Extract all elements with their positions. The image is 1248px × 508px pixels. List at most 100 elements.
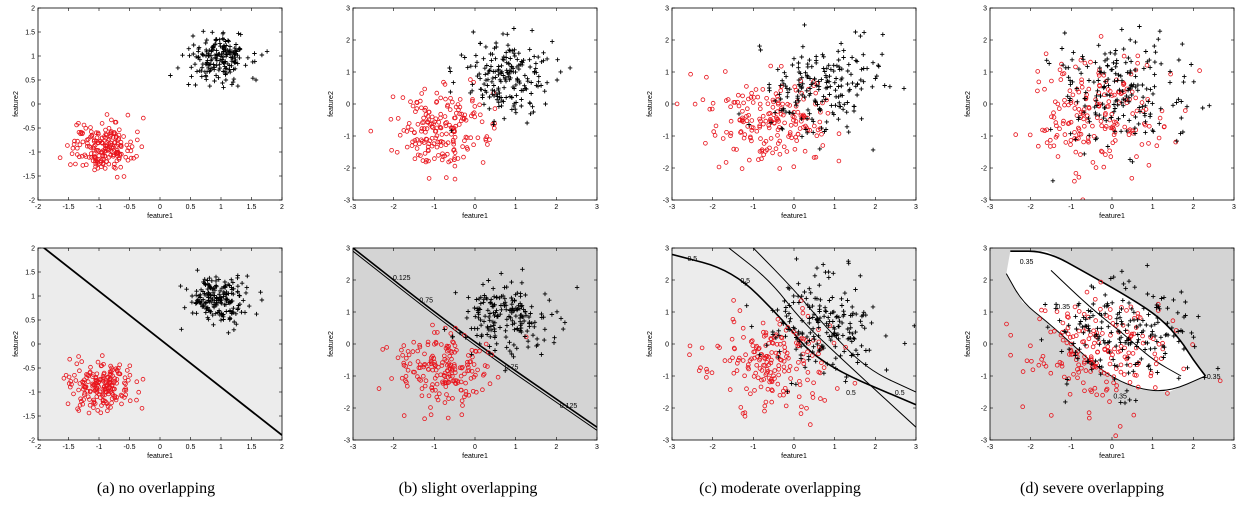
- data-point: [859, 86, 864, 92]
- data-point: [1156, 37, 1161, 42]
- data-point: [1013, 132, 1018, 137]
- data-point: [1129, 176, 1135, 181]
- data-point: [795, 336, 800, 342]
- data-point: [1036, 143, 1041, 149]
- data-point: [98, 410, 104, 416]
- data-point: [805, 377, 810, 383]
- data-point: [841, 309, 846, 314]
- data-point: [1176, 97, 1181, 102]
- data-point: [768, 360, 774, 366]
- data-point: [1105, 144, 1110, 149]
- series-crosses: [736, 22, 907, 153]
- data-point: [1107, 361, 1113, 367]
- data-point: [221, 294, 226, 299]
- data-point: [235, 289, 240, 295]
- data-point: [408, 99, 413, 104]
- data-point: [198, 295, 203, 300]
- data-point: [1153, 385, 1158, 390]
- data-point: [805, 64, 810, 70]
- data-point: [1181, 346, 1187, 352]
- data-point: [104, 140, 110, 145]
- data-point: [1093, 97, 1098, 102]
- data-point: [782, 385, 788, 391]
- data-point: [1076, 115, 1082, 120]
- data-point: [1043, 302, 1048, 307]
- data-point: [794, 340, 799, 346]
- data-point: [507, 348, 513, 354]
- series-crosses: [168, 29, 270, 90]
- data-point: [1076, 107, 1082, 112]
- data-point: [798, 352, 804, 358]
- data-point: [217, 309, 222, 315]
- data-point: [84, 137, 90, 143]
- data-point: [816, 333, 821, 338]
- data-point: [787, 364, 793, 369]
- data-point: [514, 346, 519, 351]
- data-point: [1130, 111, 1135, 116]
- data-point: [470, 354, 475, 360]
- data-point: [487, 137, 492, 143]
- data-point: [191, 42, 196, 48]
- data-point: [1079, 77, 1084, 83]
- data-point: [1044, 58, 1049, 63]
- data-point: [785, 327, 791, 332]
- x-tick-label: -2: [1028, 204, 1034, 211]
- data-point: [204, 49, 209, 54]
- x-tick-label: 3: [595, 204, 599, 211]
- data-point: [234, 322, 239, 327]
- data-point: [460, 403, 465, 408]
- data-point: [204, 37, 209, 43]
- data-point: [229, 59, 234, 64]
- data-point: [759, 156, 764, 162]
- data-point: [231, 76, 237, 82]
- data-point: [428, 412, 434, 418]
- data-point: [111, 154, 116, 159]
- data-point: [720, 136, 726, 141]
- data-point: [82, 384, 88, 390]
- data-point: [848, 325, 853, 330]
- data-point: [1168, 71, 1173, 77]
- data-point: [852, 380, 858, 386]
- data-point: [536, 74, 541, 79]
- data-point: [506, 74, 511, 79]
- data-point: [118, 139, 124, 145]
- data-point: [796, 77, 802, 83]
- data-point: [802, 94, 807, 100]
- data-point: [1088, 332, 1093, 338]
- data-point: [112, 140, 117, 145]
- data-point: [498, 312, 503, 317]
- data-point: [831, 68, 836, 74]
- data-point: [1082, 342, 1088, 348]
- data-point: [450, 373, 455, 379]
- data-point: [442, 327, 447, 332]
- data-point: [101, 397, 106, 403]
- data-point: [839, 296, 844, 301]
- data-point: [483, 72, 488, 77]
- data-point: [507, 77, 512, 82]
- data-point: [1091, 328, 1096, 334]
- data-point: [1097, 342, 1102, 347]
- data-point: [100, 353, 105, 358]
- data-point: [876, 64, 881, 69]
- data-point: [122, 395, 127, 400]
- data-point: [801, 361, 807, 366]
- data-point: [1163, 332, 1168, 338]
- data-point: [1120, 298, 1125, 303]
- data-point: [77, 142, 83, 148]
- data-point: [1112, 346, 1117, 352]
- data-point: [776, 366, 781, 372]
- data-point: [203, 310, 208, 315]
- data-point: [724, 130, 729, 135]
- data-point: [410, 349, 416, 354]
- data-point: [845, 326, 850, 332]
- data-point: [452, 367, 458, 372]
- x-tick-label: 0.5: [186, 204, 196, 211]
- data-point: [199, 74, 204, 79]
- data-point: [798, 298, 804, 303]
- data-point: [1094, 98, 1099, 103]
- data-point: [412, 369, 417, 375]
- data-point: [446, 379, 452, 385]
- data-point: [426, 158, 431, 164]
- data-point: [106, 126, 112, 131]
- data-point: [1105, 56, 1110, 62]
